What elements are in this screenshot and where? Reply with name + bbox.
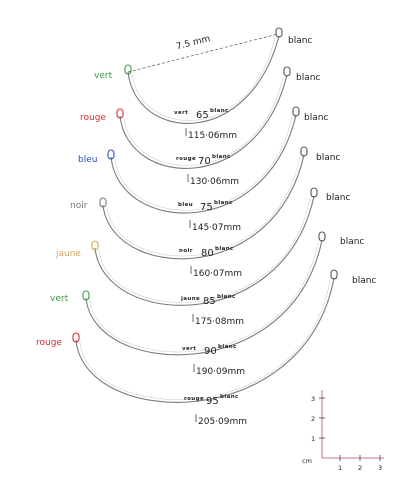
color-code-label: vert [182, 346, 196, 352]
right-color-label: blanc [304, 113, 328, 123]
size-label: 75 [200, 202, 213, 213]
right-end-tip [318, 231, 326, 242]
left-end-tip [116, 108, 124, 119]
wire-outline [75, 277, 335, 403]
tag-label: blanc [218, 344, 237, 350]
left-color-label: vert [50, 294, 69, 304]
tag-label: blanc [215, 246, 234, 252]
scale-x-tick-1: 1 [338, 464, 342, 472]
right-end-tip [330, 269, 338, 280]
right-end-tip [300, 146, 308, 157]
left-color-label: rouge [36, 338, 62, 348]
left-end-tip [72, 332, 80, 343]
scale-unit: cm [302, 457, 312, 465]
left-end-tip [82, 290, 90, 301]
tag-label: blanc [214, 200, 233, 206]
right-end-tip [275, 27, 283, 38]
scale-x-tick-2: 2 [358, 464, 362, 472]
right-color-label: blanc [340, 237, 364, 247]
color-code-label: bleu [178, 202, 193, 208]
size-label: 90 [204, 346, 217, 357]
scale-y-tick-1: 1 [311, 435, 315, 443]
left-color-label: bleu [78, 155, 97, 165]
length-label: 160·07mm [193, 269, 242, 279]
size-label: 95 [206, 396, 219, 407]
color-code-label: rouge [176, 156, 196, 162]
wire-outline [85, 239, 323, 356]
color-code-label: jaune [180, 296, 200, 302]
length-label: 175·08mm [195, 317, 244, 327]
length-label: 130·06mm [190, 177, 239, 187]
wire-inner-line [79, 279, 331, 400]
wire-outline [102, 154, 305, 260]
scale-indicator: 3 2 1 1 2 3 cm [302, 390, 384, 472]
size-label: 70 [198, 156, 211, 167]
left-color-label: noir [70, 201, 88, 211]
scale-x-tick-3: 3 [378, 464, 382, 472]
right-color-label: blanc [316, 153, 340, 163]
top-dimension: 7.5 mm [127, 33, 279, 73]
tag-label: blanc [220, 394, 239, 400]
size-label: 65 [196, 110, 209, 121]
length-label: 190·09mm [196, 367, 245, 377]
color-code-label: vert [174, 110, 188, 116]
size-label: 85 [203, 296, 216, 307]
wire-outline [127, 35, 280, 124]
wire-inner-line [131, 37, 276, 121]
right-end-tip [292, 106, 300, 117]
left-color-label: jaune [55, 249, 81, 259]
length-label: 145·07mm [192, 223, 241, 233]
left-end-tip [91, 240, 99, 251]
size-label: 80 [201, 248, 214, 259]
color-code-label: rouge [184, 396, 204, 402]
scale-y-tick-2: 2 [311, 415, 315, 423]
left-end-tip [99, 197, 107, 208]
left-end-tip [124, 64, 132, 75]
color-code-label: noir [179, 248, 193, 254]
tag-label: blanc [212, 154, 231, 160]
right-end-tip [310, 187, 318, 198]
wire-outline [110, 114, 297, 214]
left-end-tip [107, 149, 115, 160]
right-color-label: blanc [352, 276, 376, 286]
scale-y-tick-3: 3 [311, 395, 315, 403]
tag-label: blanc [210, 108, 229, 114]
length-label: 115·06mm [188, 131, 237, 141]
tag-label: blanc [217, 294, 236, 300]
right-end-tip [283, 66, 291, 77]
top-dimension-label: 7.5 mm [175, 34, 211, 52]
left-color-label: rouge [80, 113, 106, 123]
right-color-label: blanc [326, 193, 350, 203]
right-color-label: blanc [296, 73, 320, 83]
wire-outline [94, 195, 315, 306]
length-label: 205·09mm [198, 417, 247, 427]
left-color-label: vert [94, 71, 113, 81]
wire-outline [119, 74, 288, 169]
right-color-label: blanc [288, 36, 312, 46]
